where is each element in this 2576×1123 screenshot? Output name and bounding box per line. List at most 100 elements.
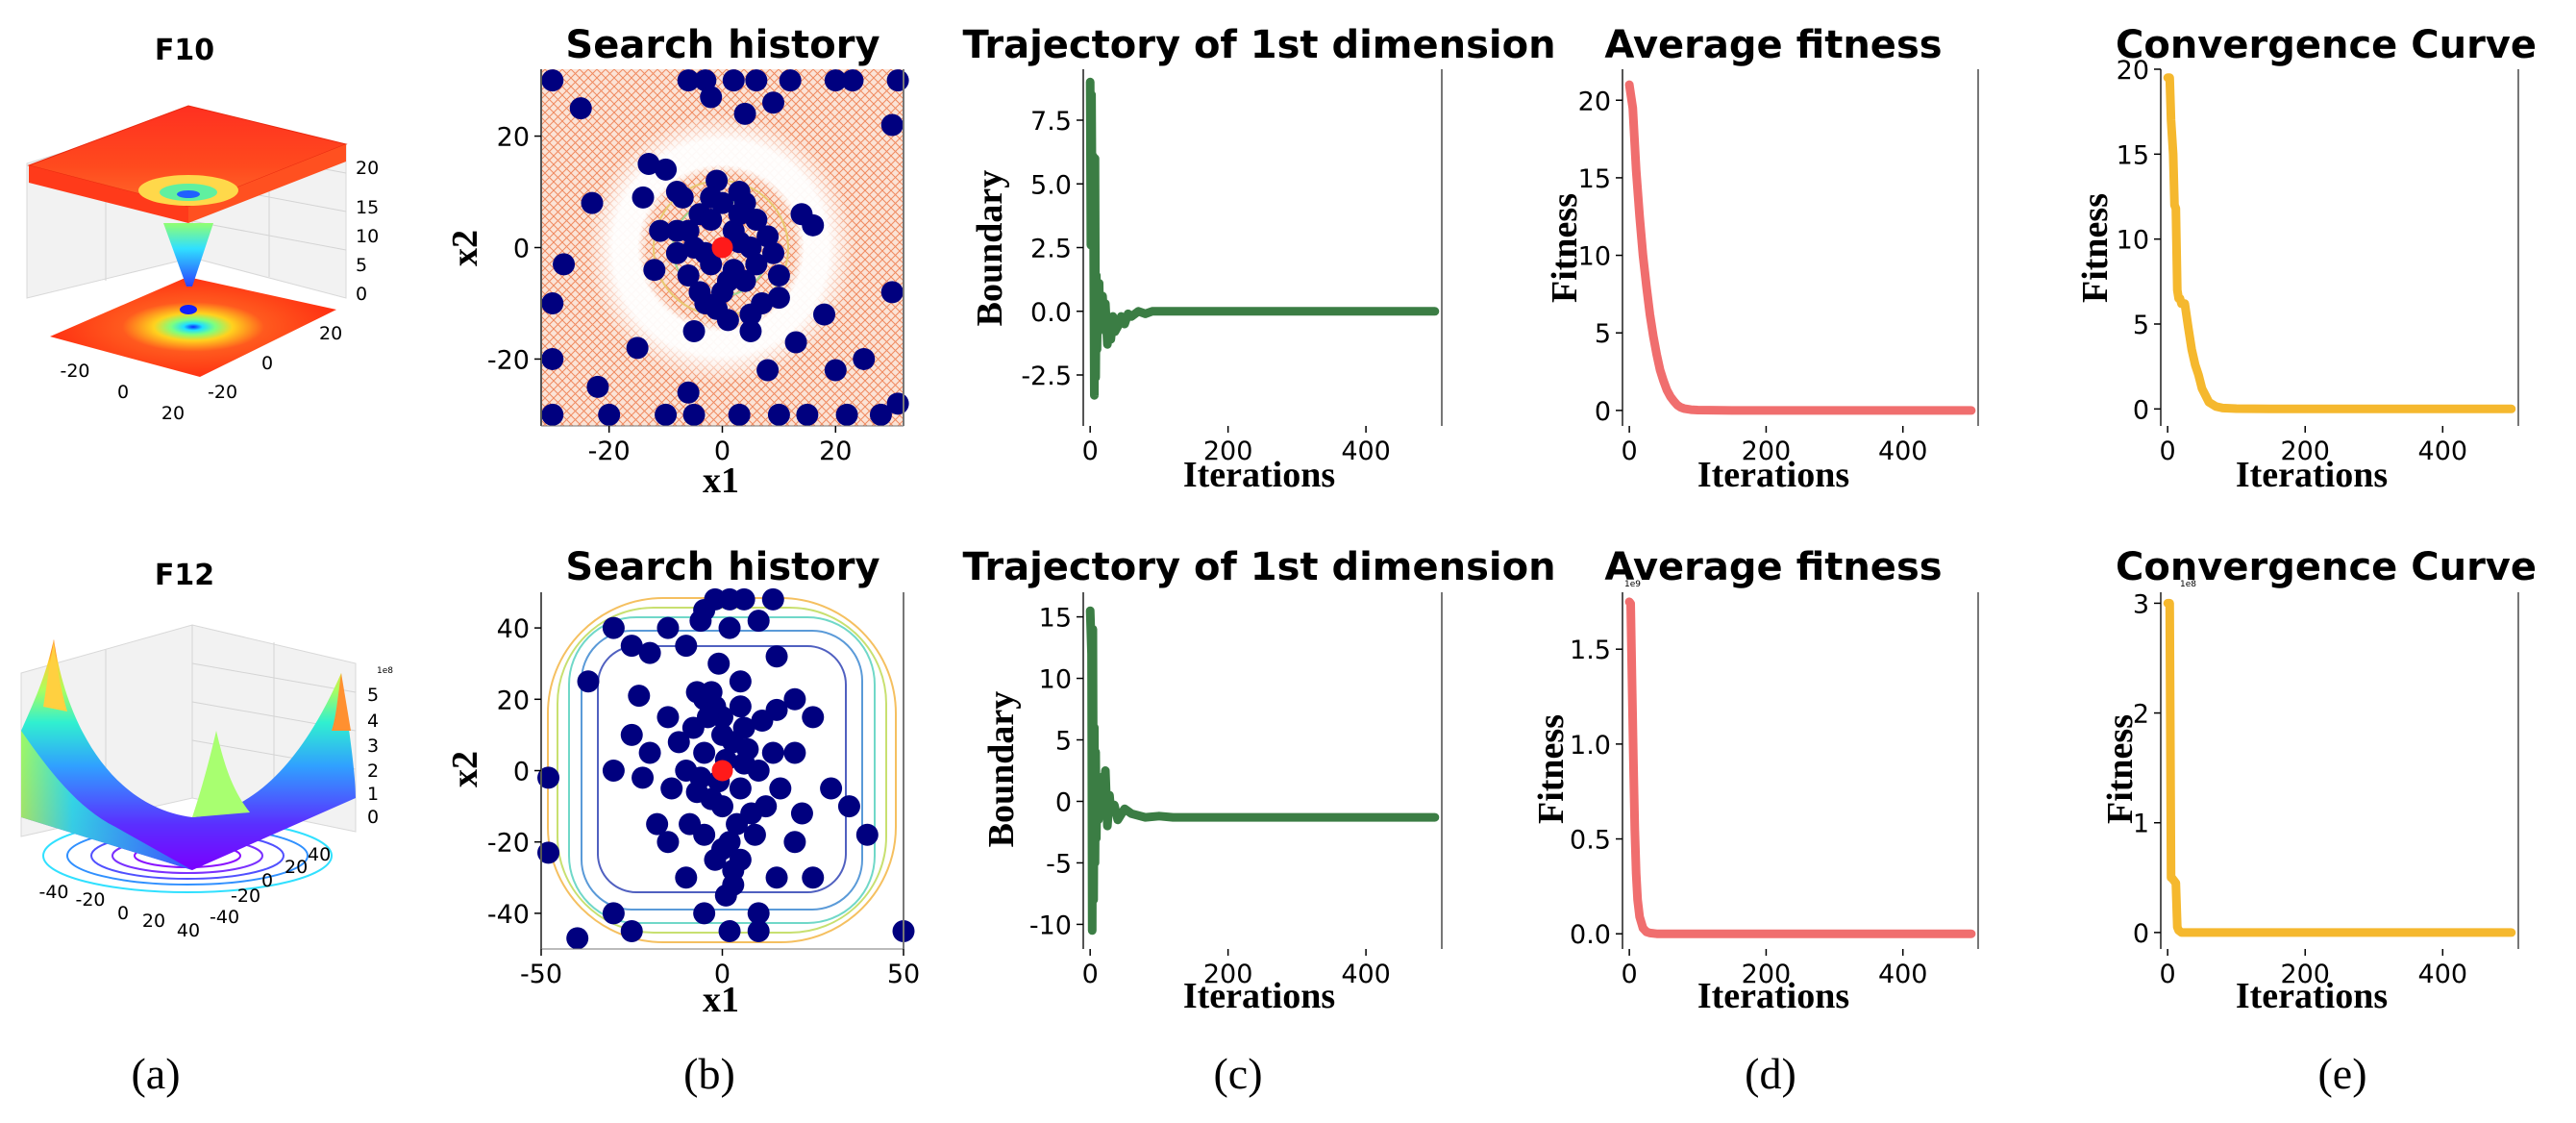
f12-y-ticks: 40 20 0 -20 -40 [210,844,331,928]
f10-search-point [779,69,802,92]
f12-convergence-marks: 0 200 400 3 2 1 0 [2133,589,2519,989]
f10-search-point [700,186,723,209]
f10-search-point [586,375,609,398]
f10-search-xtick-label: -20 [588,437,631,466]
panel-label-c: (c) [1213,1049,1262,1098]
f12-convergence-ytick-label: 1 [2133,810,2149,839]
f12-y-tick: -20 [231,886,260,907]
f10-search-ytick-label: 20 [497,123,530,153]
f12-search-xlabel: x1 [703,980,739,1020]
f12-search-point [675,635,698,658]
f10-search-point [632,186,655,209]
panel-labels: (a) (b) (c) (d) (e) [131,1049,2366,1098]
f10-search-point [671,186,694,209]
f12-x-tick: -40 [38,882,68,903]
f12-x-tick: 40 [177,920,200,941]
f10-search-ytick-label: -20 [487,345,530,375]
f12-search-point [747,902,770,925]
f10-average-xtick-label: 0 [1622,437,1638,466]
f10-search-point [706,169,729,192]
f10-convergence-xtick-label: 200 [2280,437,2330,466]
f12-search-point [638,641,661,664]
f12-search-point [675,760,698,782]
f10-average-ytick-label: 10 [1578,242,1611,272]
f10-search-point [886,69,909,92]
f12-search-ytick-label: 20 [497,686,530,715]
f12-search-point [765,866,788,889]
f10-average-ylabel: Fitness [1545,193,1585,303]
f10-z-tick: 10 [356,226,379,247]
f12-average-ytick-label: 0.0 [1570,920,1611,950]
f12-search-ytick-label: -20 [487,829,530,859]
f12-search-point [765,645,788,668]
f12-average-xtick-label: 200 [1742,960,1792,989]
f10-x-tick: -20 [60,361,89,382]
f12-search-ytick-label: 40 [497,614,530,644]
f10-convergence-ytick-label: 15 [2117,140,2149,170]
f10-search-point [643,259,666,282]
f10-search-point [541,291,564,314]
f12-search-point [729,695,752,718]
panel-titles: Search history Trajectory of 1st dimensi… [565,23,2537,589]
f10-convergence-line [2163,73,2516,413]
f12-y-tick: 40 [308,844,331,865]
f12-bowl-peak [192,731,250,817]
f12-search-point [747,610,770,633]
f12-average-ylabel: Fitness [1531,714,1572,824]
f12-trajectory-xlabel: Iterations [1183,976,1335,1016]
f10-trajectory-xtick-label: 200 [1203,437,1253,466]
f12-z-tick: 2 [367,761,379,782]
f10-search-point [767,263,790,287]
f10-search-point [682,403,706,426]
f12-y-tick: 0 [261,870,273,891]
f10-search-xtick-label: 20 [819,437,852,466]
f12-bowl-left [21,731,192,870]
f12-search-xtick-label: -50 [520,960,562,989]
f10-search-point [700,209,723,232]
f10-search-title: Search history [565,23,879,67]
f10-search-point [841,69,864,92]
f10-trajectory-ytick-label: 7.5 [1030,107,1072,137]
f10-average-marks: 0 200 400 20 15 10 5 0 [1578,69,1979,466]
f12-search-point [769,777,792,800]
f10-convergence-title: Convergence Curve [2116,23,2537,67]
f10-y-tick: -20 [208,382,237,403]
f12-search-point [602,760,625,782]
f10-search-point [745,253,768,276]
f12-convergence-ytick-label: 0 [2133,919,2149,949]
f12-search-point [837,795,860,818]
f12-trajectory-ytick-label: -10 [1029,911,1072,940]
f10-convergence-xtick-label: 0 [2160,437,2176,466]
f12-search-ytick-label: -40 [487,900,530,930]
f10-search-point [677,69,700,92]
f10-surface-panel: F10 0 5 10 15 20 -20 0 20 [26,34,379,424]
f10-convergence-ytick-label: 5 [2133,311,2149,340]
f12-z-ticks: 1e8 0 1 2 3 4 5 [367,666,393,828]
f10-search-point [688,281,711,304]
f12-search-point [620,635,643,658]
f12-search-point [685,781,708,804]
f12-search-point [726,812,749,836]
f12-convergence-ytick-label: 2 [2133,700,2149,730]
f10-search-xtick-label: 0 [714,437,731,466]
axis-labels: x1 x2 Iterations Boundary Iterations Fit… [445,170,2388,1020]
f10-z-tick: 15 [356,197,379,218]
f10-funnel [163,223,213,287]
f12-search-point [790,802,813,825]
f10-convergence-xtick-label: 400 [2418,437,2468,466]
f10-search-xlabel: x1 [703,461,739,501]
f10-search-point [784,331,807,354]
f12-trajectory-ytick-label: 15 [1039,604,1072,634]
f10-search-point [716,269,739,292]
f10-search-point [677,263,700,287]
f12-search-point [700,681,723,704]
f10-convergence-ytick-label: 10 [2117,226,2149,256]
f10-trajectory-marks: 0 200 400 7.5 5.0 2.5 0.0 -2.5 [1021,69,1443,466]
f10-search-point [655,158,678,181]
f10-search-point [835,403,858,426]
f10-search-ytick-label: 0 [513,235,530,264]
f12-search-point [577,670,600,693]
f10-average-xtick-label: 200 [1742,437,1792,466]
f12-z-tick: 1 [367,784,379,805]
